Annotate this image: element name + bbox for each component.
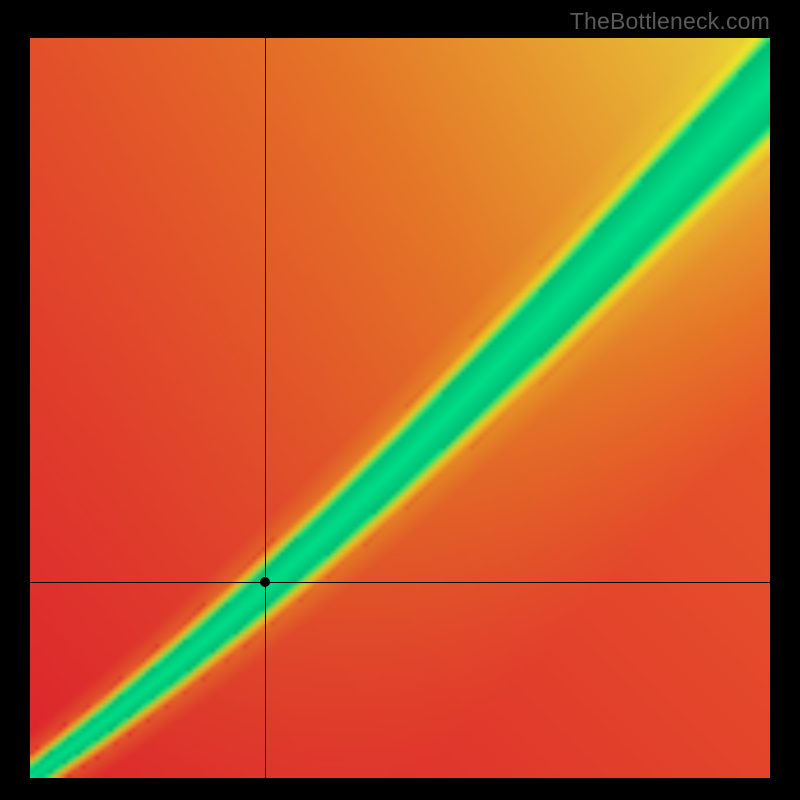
crosshair-horizontal-line bbox=[30, 582, 770, 583]
bottleneck-heatmap-container bbox=[30, 38, 770, 778]
watermark-text: TheBottleneck.com bbox=[570, 8, 770, 35]
crosshair-vertical-line bbox=[265, 38, 266, 778]
bottleneck-heatmap-canvas bbox=[30, 38, 770, 778]
selection-marker-dot bbox=[260, 577, 270, 587]
